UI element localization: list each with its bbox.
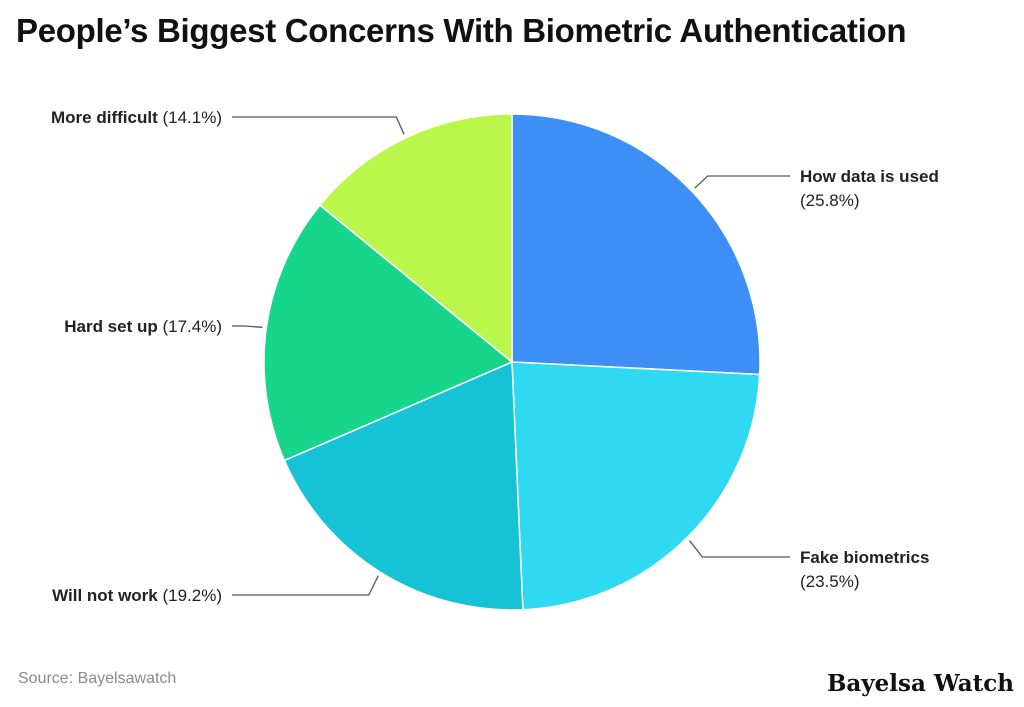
slice-value-more-difficult: (14.1%) — [162, 108, 222, 127]
leader-line-how-data-is-used — [694, 175, 790, 189]
leader-line-more-difficult — [232, 116, 405, 135]
slice-label-will-not-work: Will not work (19.2%) — [52, 586, 222, 605]
pie-slice-more-difficult — [318, 113, 513, 364]
slice-label-how-data-is-used: How data is used — [800, 167, 939, 186]
pie-slice-fake-biometrics — [511, 361, 761, 611]
chart-title: People’s Biggest Concerns With Biometric… — [16, 12, 907, 49]
pie-slice-will-not-work — [283, 360, 524, 611]
brand-logo: Bayelsa Watch — [826, 670, 1014, 697]
slice-value-will-not-work: (19.2%) — [162, 586, 222, 605]
slice-label-hard-set-up: Hard set up (17.4%) — [64, 317, 222, 336]
leader-line-fake-biometrics — [689, 540, 790, 558]
source-note: Source: Bayelsawatch — [18, 670, 177, 687]
leader-line-will-not-work — [232, 575, 379, 596]
leader-line-hard-set-up — [232, 325, 263, 328]
slice-label-fake-biometrics: Fake biometrics — [800, 548, 929, 567]
pie-labels: How data is used (25.8%) Fake biometrics (2… — [51, 108, 939, 605]
pie-slice-hard-set-up — [263, 204, 514, 462]
slice-label-more-difficult: More difficult (14.1%) — [51, 108, 222, 127]
pie-slice-how-data-is-used — [511, 113, 761, 376]
pie-slices — [263, 113, 761, 611]
slice-value-fake-biometrics: (23.5%) — [800, 572, 860, 591]
slice-value-how-data-is-used: (25.8%) — [800, 191, 860, 210]
slice-value-hard-set-up: (17.4%) — [162, 317, 222, 336]
